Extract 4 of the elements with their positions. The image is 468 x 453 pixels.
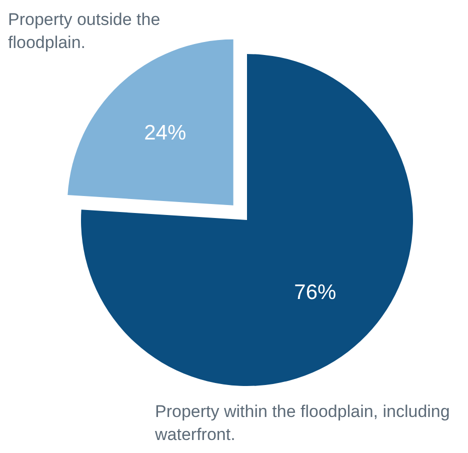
slice-label: Property within the floodplain, including waterfront. <box>155 401 451 446</box>
data-label: 76% <box>294 281 336 304</box>
data-label: 24% <box>144 121 186 144</box>
slice-label: Property outside the floodplain. <box>8 9 162 54</box>
